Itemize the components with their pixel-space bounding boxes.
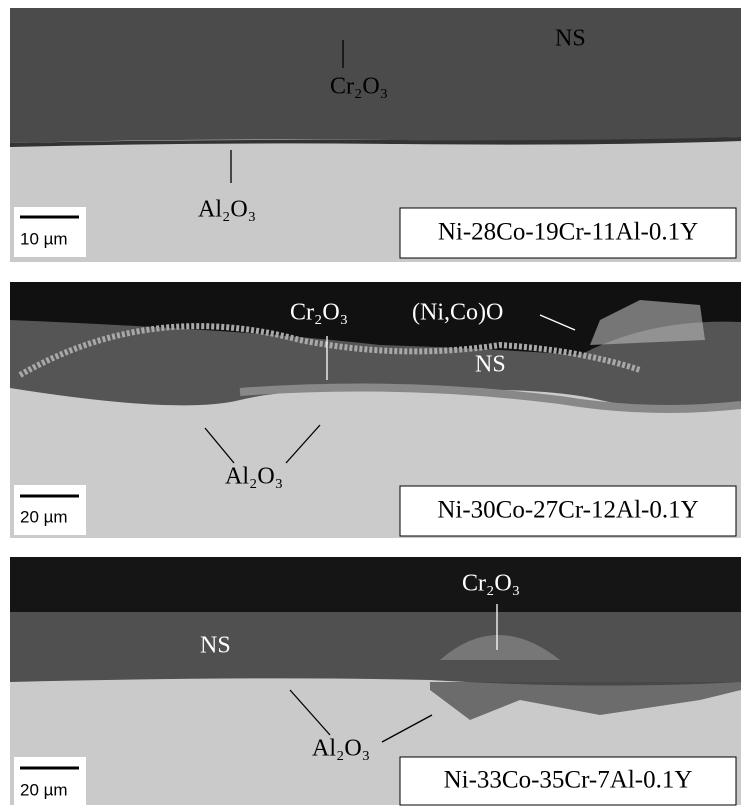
label: Cr₂O₃ xyxy=(290,300,348,326)
panel: Cr₂O₃ (Ni,Co)O NS Al₂O₃ 20 µm Ni-30Co-27… xyxy=(10,282,741,538)
figure: NS Cr₂O₃ Al₂O₃ 10 µm Ni-28Co-19Cr-11Al-0… xyxy=(0,0,741,809)
scale-label: 20 µm xyxy=(20,507,68,526)
scale-label: 10 µm xyxy=(20,229,68,248)
outer-layer xyxy=(10,557,741,612)
label: NS xyxy=(200,633,231,659)
composition: Ni-33Co-35Cr-7Al-0.1Y xyxy=(444,767,693,794)
panel: Cr₂O₃ NS Al₂O₃ 20 µm Ni-33Co-35Cr-7Al-0.… xyxy=(10,557,741,805)
label: NS xyxy=(475,352,506,378)
label: NS xyxy=(555,26,586,52)
label: (Ni,Co)O xyxy=(412,300,503,326)
label: Cr₂O₃ xyxy=(462,571,520,597)
label: Al₂O₃ xyxy=(198,197,256,223)
composition: Ni-30Co-27Cr-12Al-0.1Y xyxy=(437,497,698,524)
label: Al₂O₃ xyxy=(312,736,370,762)
label: Al₂O₃ xyxy=(225,464,283,490)
label: Cr₂O₃ xyxy=(330,74,388,100)
panel: NS Cr₂O₃ Al₂O₃ 10 µm Ni-28Co-19Cr-11Al-0… xyxy=(10,8,741,262)
composition: Ni-28Co-19Cr-11Al-0.1Y xyxy=(438,219,698,246)
scale-label: 20 µm xyxy=(20,780,68,799)
